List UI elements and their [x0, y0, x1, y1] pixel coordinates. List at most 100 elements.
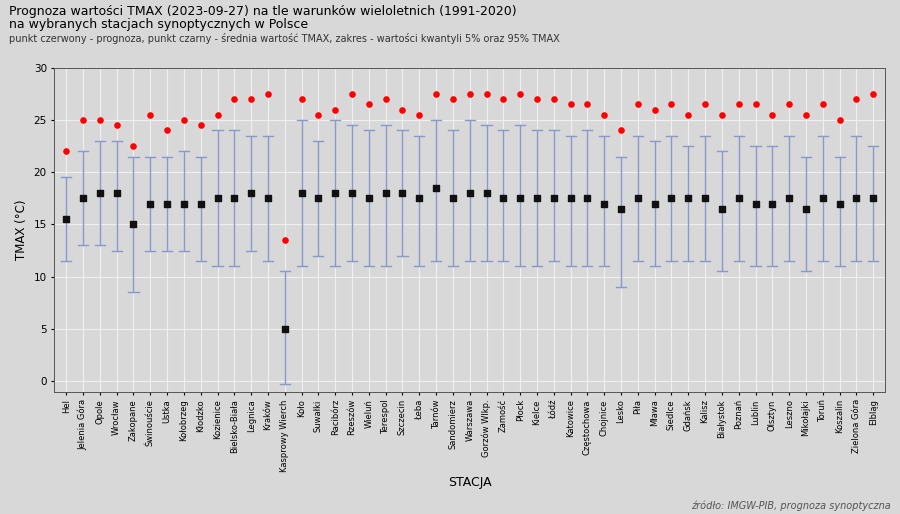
Point [311, 194, 326, 203]
Point [76, 194, 90, 203]
Point [76, 116, 90, 124]
X-axis label: STACJA: STACJA [448, 476, 491, 489]
Point [429, 90, 444, 98]
Point [463, 189, 477, 197]
Point [546, 194, 561, 203]
Point [732, 194, 746, 203]
Point [850, 194, 864, 203]
Point [647, 105, 662, 114]
Point [59, 215, 74, 224]
Point [176, 199, 191, 208]
Point [647, 199, 662, 208]
Point [395, 105, 410, 114]
Point [782, 100, 796, 108]
Point [176, 116, 191, 124]
Point [294, 95, 309, 103]
Y-axis label: TMAX (°C): TMAX (°C) [15, 199, 28, 260]
Point [698, 100, 712, 108]
Point [110, 121, 124, 130]
Point [480, 189, 494, 197]
Point [614, 205, 628, 213]
Point [832, 199, 847, 208]
Point [480, 90, 494, 98]
Point [244, 95, 258, 103]
Point [496, 95, 510, 103]
Point [815, 100, 830, 108]
Point [563, 194, 578, 203]
Point [294, 189, 309, 197]
Point [379, 189, 393, 197]
Point [160, 126, 175, 135]
Point [698, 194, 712, 203]
Point [765, 199, 779, 208]
Point [126, 142, 140, 150]
Point [244, 189, 258, 197]
Text: punkt czerwony - prognoza, punkt czarny - średnia wartość TMAX, zakres - wartośc: punkt czerwony - prognoza, punkt czarny … [9, 33, 560, 44]
Point [715, 111, 729, 119]
Point [563, 100, 578, 108]
Point [160, 199, 175, 208]
Point [597, 199, 611, 208]
Point [59, 147, 74, 155]
Point [345, 90, 359, 98]
Point [412, 194, 427, 203]
Point [345, 189, 359, 197]
Text: na wybranych stacjach synoptycznych w Polsce: na wybranych stacjach synoptycznych w Po… [9, 18, 308, 31]
Point [748, 100, 762, 108]
Point [227, 95, 241, 103]
Point [277, 236, 292, 244]
Point [261, 90, 275, 98]
Point [715, 205, 729, 213]
Point [546, 95, 561, 103]
Point [446, 95, 460, 103]
Point [664, 100, 679, 108]
Point [513, 194, 527, 203]
Point [597, 111, 611, 119]
Point [614, 126, 628, 135]
Point [866, 90, 880, 98]
Point [832, 116, 847, 124]
Point [631, 100, 645, 108]
Point [311, 111, 326, 119]
Point [379, 95, 393, 103]
Point [580, 194, 595, 203]
Point [513, 90, 527, 98]
Point [395, 189, 410, 197]
Point [328, 105, 342, 114]
Point [429, 184, 444, 192]
Point [681, 111, 696, 119]
Point [732, 100, 746, 108]
Point [143, 199, 157, 208]
Point [530, 194, 544, 203]
Point [126, 221, 140, 229]
Point [362, 194, 376, 203]
Point [211, 111, 225, 119]
Point [446, 194, 460, 203]
Point [194, 121, 208, 130]
Point [850, 95, 864, 103]
Point [681, 194, 696, 203]
Point [799, 205, 814, 213]
Point [328, 189, 342, 197]
Point [93, 116, 107, 124]
Point [261, 194, 275, 203]
Point [580, 100, 595, 108]
Point [530, 95, 544, 103]
Text: Prognoza wartości TMAX (2023-09-27) na tle warunków wieloletnich (1991-2020): Prognoza wartości TMAX (2023-09-27) na t… [9, 5, 517, 18]
Point [799, 111, 814, 119]
Point [143, 111, 157, 119]
Point [110, 189, 124, 197]
Point [362, 100, 376, 108]
Point [631, 194, 645, 203]
Point [765, 111, 779, 119]
Text: źródło: IMGW-PIB, prognoza synoptyczna: źródło: IMGW-PIB, prognoza synoptyczna [691, 501, 891, 511]
Point [782, 194, 796, 203]
Point [277, 325, 292, 333]
Point [866, 194, 880, 203]
Point [463, 90, 477, 98]
Point [412, 111, 427, 119]
Point [194, 199, 208, 208]
Point [496, 194, 510, 203]
Point [93, 189, 107, 197]
Point [227, 194, 241, 203]
